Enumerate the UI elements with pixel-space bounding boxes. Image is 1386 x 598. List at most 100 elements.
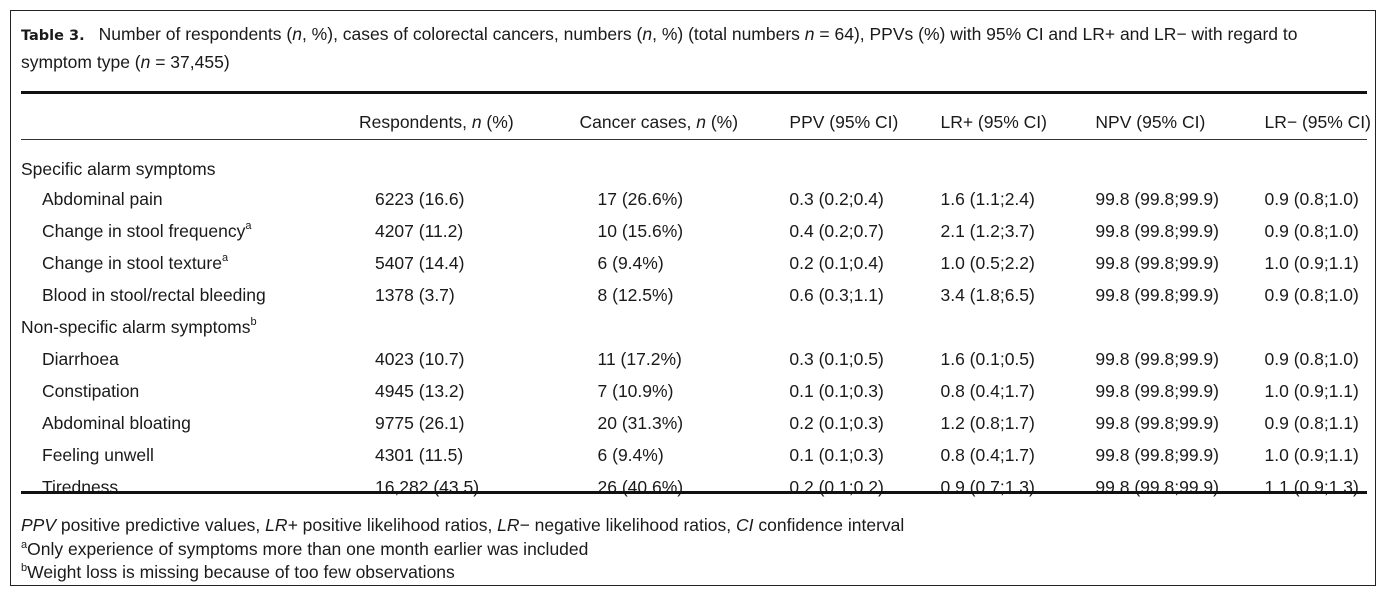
cell-ppv: 0.4 (0.2;0.7) <box>789 220 884 241</box>
cell-symptom: Diarrhoea <box>42 348 119 369</box>
table-frame: Table 3. Number of respondents (n, %), ca… <box>10 10 1376 586</box>
cell-lr-pos: 2.1 (1.2;3.7) <box>940 220 1035 241</box>
header-row: Respondents, n (%) Cancer cases, n (%) P… <box>21 105 1371 139</box>
cell-lr-neg: 0.9 (0.8;1.1) <box>1264 412 1359 433</box>
cell-cases: 11 (17.2%) <box>597 348 682 369</box>
cell-lr-pos: 1.0 (0.5;2.2) <box>940 252 1035 273</box>
abbreviation-term: PPV <box>21 515 57 535</box>
cell-lr-neg: 1.0 (0.9;1.1) <box>1264 252 1359 273</box>
cell-ppv: 0.3 (0.2;0.4) <box>789 188 884 209</box>
footnote-marker: b <box>250 315 257 328</box>
cell-npv: 99.8 (99.8;99.9) <box>1095 188 1219 209</box>
header-cell-ppv: PPV (95% CI) <box>789 111 899 132</box>
header-cell-cases: Cancer cases, n (%) <box>579 111 739 132</box>
cell-symptom: Abdominal bloating <box>42 412 191 433</box>
cell-symptom: Change in stool texturea <box>42 251 229 273</box>
cell-lr-pos: 0.8 (0.4;1.7) <box>940 444 1035 465</box>
cell-cases: 8 (12.5%) <box>597 284 674 305</box>
cell-respondents: 6223 (16.6) <box>374 188 465 209</box>
cell-lr-pos: 0.9 (0.7;1.3) <box>940 476 1035 497</box>
caption-text: Number of respondents (n, %), cases of c… <box>21 24 1298 72</box>
cell-lr-pos: 0.8 (0.4;1.7) <box>940 380 1035 401</box>
cell-lr-neg: 0.9 (0.8;1.0) <box>1264 220 1359 241</box>
cell-npv: 99.8 (99.8;99.9) <box>1095 380 1219 401</box>
cell-lr-neg: 1.0 (0.9;1.1) <box>1264 444 1359 465</box>
header-cell-respondents: Respondents, n (%) <box>358 111 514 132</box>
cell-lr-neg: 1.1 (0.9;1.3) <box>1264 476 1359 497</box>
table-row: Feeling unwell 4301 (11.5) 6 (9.4%) 0.1 (0.… <box>21 439 1371 471</box>
footnote-marker: a <box>221 251 229 264</box>
cell-symptom: Tiredness <box>42 476 119 497</box>
table-caption: Table 3. Number of respondents (n, %), ca… <box>21 21 1361 75</box>
cell-ppv: 0.1 (0.1;0.3) <box>789 380 884 401</box>
cell-ppv: 0.2 (0.1;0.4) <box>789 252 884 273</box>
header-cell-lr-neg: LR− (95% CI) <box>1264 111 1372 132</box>
cell-ppv: 0.2 (0.1;0.2) <box>789 476 884 497</box>
section-title: Non-specific alarm symptomsb <box>21 315 257 337</box>
cell-respondents: 1378 (3.7) <box>374 284 455 305</box>
header-cell-npv: NPV (95% CI) <box>1095 111 1206 132</box>
footnote-marker: a <box>245 219 252 232</box>
cell-symptom: Blood in stool/rectal bleeding <box>42 284 266 305</box>
cell-ppv: 0.6 (0.3;1.1) <box>789 284 884 305</box>
cell-symptom: Feeling unwell <box>42 444 154 465</box>
table-row: Constipation 4945 (13.2) 7 (10.9%) 0.1 (0.1… <box>21 375 1371 407</box>
cell-ppv: 0.3 (0.1;0.5) <box>789 348 884 369</box>
cell-npv: 99.8 (99.8;99.9) <box>1095 412 1219 433</box>
table-row: Tiredness 16,282 (43.5) 26 (40.6%) 0.2 (0.1… <box>21 471 1371 503</box>
section-title: Specific alarm symptoms <box>21 158 216 179</box>
cell-cases: 6 (9.4%) <box>597 252 664 273</box>
cell-cases: 10 (15.6%) <box>597 220 684 241</box>
table-row: Abdominal bloating 9775 (26.1) 20 (31.3%) 0… <box>21 407 1371 439</box>
footnote: aOnly experience of symptoms more than o… <box>21 538 589 559</box>
cell-ppv: 0.1 (0.1;0.3) <box>789 444 884 465</box>
header-cell-symptom <box>21 105 359 139</box>
cell-cases: 6 (9.4%) <box>597 444 664 465</box>
abbreviation-term: LR− <box>497 515 530 535</box>
data-table: Respondents, n (%) Cancer cases, n (%) P… <box>21 105 1371 503</box>
section-row: Specific alarm symptoms <box>21 139 1371 183</box>
table-row: Abdominal pain 6223 (16.6) 17 (26.6%) 0.3 (… <box>21 183 1371 215</box>
header-cell-lr-pos: LR+ (95% CI) <box>940 111 1047 132</box>
footnote: bWeight loss is missing because of too f… <box>21 562 455 582</box>
table-row: Change in stool frequencya 4207 (11.2) 10 … <box>21 215 1371 247</box>
cell-respondents: 4945 (13.2) <box>374 380 465 401</box>
cell-npv: 99.8 (99.8;99.9) <box>1095 444 1219 465</box>
cell-ppv: 0.2 (0.1;0.3) <box>789 412 884 433</box>
table-row: Diarrhoea 4023 (10.7) 11 (17.2%) 0.3 (0.1;0… <box>21 343 1371 375</box>
cell-npv: 99.8 (99.8;99.9) <box>1095 220 1219 241</box>
cell-lr-pos: 3.4 (1.8;6.5) <box>940 284 1035 305</box>
cell-symptom: Change in stool frequencya <box>42 219 252 241</box>
cell-lr-neg: 1.0 (0.9;1.1) <box>1264 380 1359 401</box>
abbreviation-term: LR+ <box>265 515 298 535</box>
abbreviation-term: CI <box>736 515 754 535</box>
cell-lr-pos: 1.2 (0.8;1.7) <box>940 412 1035 433</box>
cell-respondents: 5407 (14.4) <box>374 252 465 273</box>
section-row: Non-specific alarm symptomsb <box>21 311 1371 343</box>
abbreviations-note: PPV positive predictive values, LR+ posi… <box>21 515 905 535</box>
table-row: Change in stool texturea 5407 (14.4) 6 (9.… <box>21 247 1371 279</box>
cell-symptom: Constipation <box>42 380 140 401</box>
bottom-rule <box>21 491 1367 494</box>
footnote-list: aOnly experience of symptoms more than o… <box>21 538 904 585</box>
cell-npv: 99.8 (99.8;99.9) <box>1095 284 1219 305</box>
cell-lr-neg: 0.9 (0.8;1.0) <box>1264 284 1359 305</box>
top-rule <box>21 91 1367 94</box>
cell-lr-pos: 1.6 (0.1;0.5) <box>940 348 1035 369</box>
cell-cases: 17 (26.6%) <box>597 188 684 209</box>
cell-symptom: Abdominal pain <box>42 188 163 209</box>
cell-lr-neg: 0.9 (0.8;1.0) <box>1264 348 1359 369</box>
cell-respondents: 9775 (26.1) <box>374 412 465 433</box>
cell-lr-neg: 0.9 (0.8;1.0) <box>1264 188 1359 209</box>
cell-respondents: 4301 (11.5) <box>374 444 464 465</box>
table-body: Specific alarm symptoms Abdominal pain 622… <box>21 139 1371 503</box>
cell-cases: 20 (31.3%) <box>597 412 684 433</box>
cell-cases: 26 (40.6%) <box>597 476 684 497</box>
cell-npv: 99.8 (99.8;99.9) <box>1095 348 1219 369</box>
cell-npv: 99.8 (99.8;99.9) <box>1095 252 1219 273</box>
table-label: Table 3. <box>21 28 85 44</box>
table-footnotes: PPV positive predictive values, LR+ posi… <box>21 514 904 585</box>
cell-npv: 99.8 (99.8;99.9) <box>1095 476 1219 497</box>
table-row: Blood in stool/rectal bleeding 1378 (3.7)… <box>21 279 1371 311</box>
cell-respondents: 16,282 (43.5) <box>374 476 480 497</box>
